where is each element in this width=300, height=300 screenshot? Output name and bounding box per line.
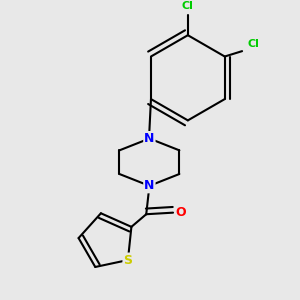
Text: O: O [176,206,186,219]
Text: Cl: Cl [247,39,259,49]
Text: N: N [144,132,154,145]
Text: Cl: Cl [182,1,194,11]
Text: N: N [144,179,154,192]
Text: S: S [123,254,132,266]
